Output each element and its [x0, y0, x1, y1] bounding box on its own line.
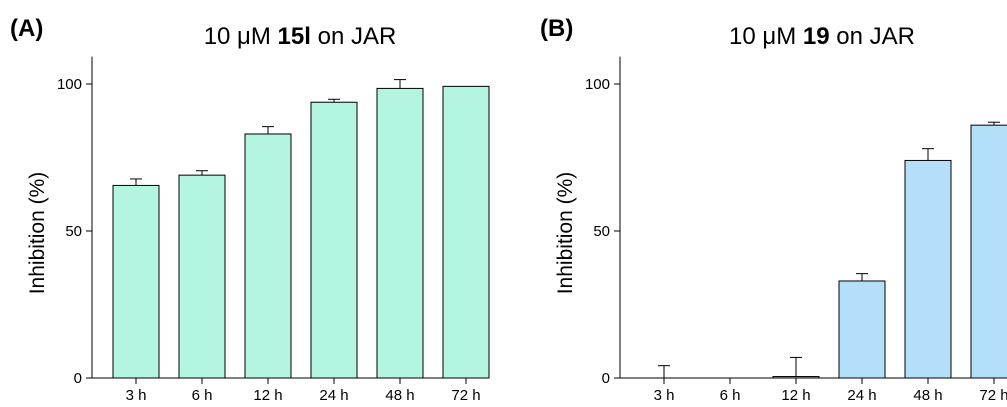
bar — [112, 184, 160, 379]
chart-title: 10 μM 15l on JAR — [204, 23, 397, 50]
y-tick-label: 100 — [585, 76, 610, 93]
x-tick-label: 3 h — [654, 387, 675, 404]
bar — [178, 174, 226, 379]
chart-title: 10 μM 19 on JAR — [729, 23, 915, 50]
x-tick-label: 24 h — [319, 387, 348, 404]
x-tick-label: 3 h — [126, 387, 147, 404]
y-tick-label: 0 — [602, 370, 610, 387]
chart-title-compound: 15l — [278, 23, 311, 50]
panel-a: (A) 10 μM 15l on JAR Inhibition (%) 0 50 100 3… — [10, 15, 490, 404]
chart-title-compound: 19 — [803, 23, 830, 50]
panel-label: (B) — [540, 15, 573, 42]
panel-b: (B) 10 μM 19 on JAR Inhibition (%) 0 50 100 3 … — [540, 15, 1007, 404]
x-tick-label: 48 h — [913, 387, 942, 404]
x-tick-label: 24 h — [847, 387, 876, 404]
bar — [244, 133, 292, 379]
y-axis-label: Inhibition (%) — [554, 172, 577, 295]
x-tick-label: 6 h — [192, 387, 213, 404]
x-tick-label: 48 h — [385, 387, 414, 404]
bar — [442, 85, 490, 379]
bar — [310, 101, 358, 379]
bar — [376, 87, 424, 379]
y-tick-label: 50 — [65, 223, 82, 240]
chart-title-prefix: 10 μM — [729, 23, 803, 50]
x-tick-label: 72 h — [979, 387, 1007, 404]
bar — [904, 159, 952, 379]
bar — [838, 280, 886, 379]
x-tick-label: 6 h — [720, 387, 741, 404]
y-tick-label: 0 — [74, 370, 82, 387]
x-tick-label: 12 h — [781, 387, 810, 404]
x-tick-label: 12 h — [253, 387, 282, 404]
bar — [970, 124, 1007, 379]
y-tick-label: 100 — [57, 76, 82, 93]
y-axis-label: Inhibition (%) — [26, 172, 49, 295]
panel-label: (A) — [10, 15, 43, 42]
bar — [772, 376, 820, 379]
y-tick-label: 50 — [593, 223, 610, 240]
chart-title-prefix: 10 μM — [204, 23, 278, 50]
chart-title-suffix: on JAR — [830, 23, 915, 50]
chart-title-suffix: on JAR — [311, 23, 396, 50]
x-tick-label: 72 h — [451, 387, 480, 404]
